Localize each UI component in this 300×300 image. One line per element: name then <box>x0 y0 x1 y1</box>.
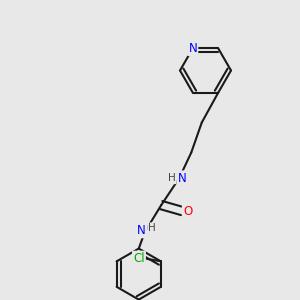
Text: Cl: Cl <box>133 252 145 265</box>
Text: H: H <box>148 224 156 233</box>
Text: N: N <box>188 42 197 55</box>
Text: N: N <box>178 172 187 184</box>
Text: O: O <box>183 205 192 218</box>
Text: H: H <box>168 173 176 183</box>
Text: N: N <box>137 224 146 237</box>
